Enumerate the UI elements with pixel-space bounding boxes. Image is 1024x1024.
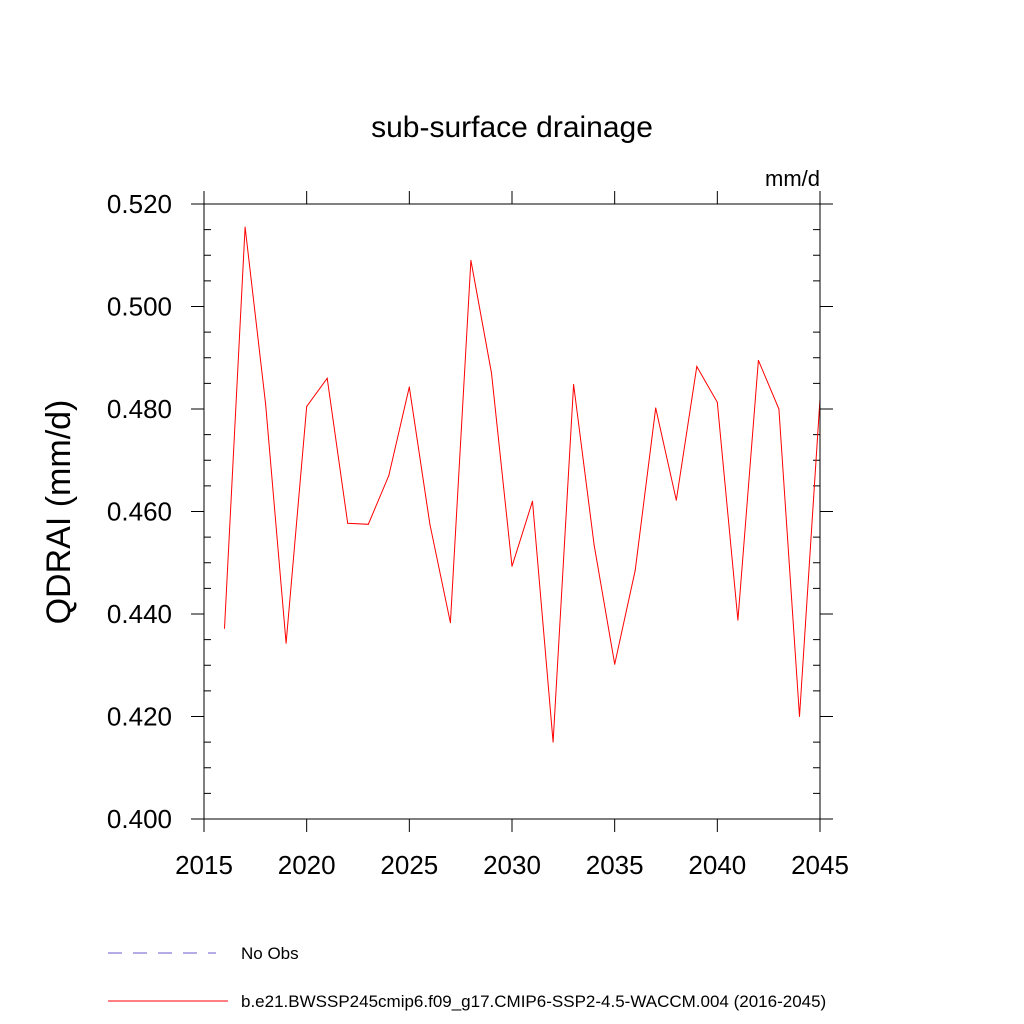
data-point [367,523,369,525]
x-tick-label: 2015 [175,850,233,880]
chart-title: sub-surface drainage [371,111,653,144]
x-tick-label: 2025 [380,850,438,880]
data-point [634,569,636,571]
data-point [388,475,390,477]
x-tick-label: 2045 [791,850,849,880]
data-point [429,523,431,525]
data-point [408,386,410,388]
y-tick-label: 0.500 [107,292,172,322]
data-point [449,622,451,624]
plot-frame [203,203,821,820]
data-point [511,565,513,567]
data-point [737,619,739,621]
y-axis-ticks: 0.400 0.420 0.440 0.460 0.480 0.500 0.520 [107,189,833,834]
x-tick-label: 2040 [688,850,746,880]
legend-label: No Obs [241,944,299,963]
y-tick-label: 0.460 [107,497,172,527]
data-point [573,383,575,385]
data-point [778,408,780,410]
y-tick-label: 0.420 [107,702,172,732]
data-point [285,642,287,644]
data-point [614,663,616,665]
y-tick-label: 0.440 [107,599,172,629]
data-point [532,500,534,502]
data-point [552,741,554,743]
x-tick-label: 2020 [278,850,336,880]
legend-label: b.e21.BWSSP245cmip6.f09_g17.CMIP6-SSP2-4… [241,992,826,1011]
data-point [470,259,472,261]
y-tick-label: 0.480 [107,394,172,424]
series-group [224,226,821,743]
data-point [655,407,657,409]
units-label: mm/d [765,166,820,191]
data-point [696,365,698,367]
data-point [490,372,492,374]
data-point [326,377,328,379]
x-tick-label: 2030 [483,850,541,880]
data-point [716,401,718,403]
data-point [265,403,267,405]
x-axis-ticks: 2015 2020 2025 2030 2035 2040 2045 [175,191,849,880]
x-tick-label: 2035 [586,850,644,880]
data-point [347,522,349,524]
data-point [306,405,308,407]
data-point [224,627,226,629]
y-tick-label: 0.400 [107,804,172,834]
data-point [757,359,759,361]
y-tick-label: 0.520 [107,189,172,219]
data-point [798,716,800,717]
data-point [244,226,246,228]
data-point [675,499,677,501]
y-axis-label: QDRAI (mm/d) [40,400,78,625]
legend: No Obs b.e21.BWSSP245cmip6.f09_g17.CMIP6-… [108,944,826,1011]
series-line [224,227,821,743]
data-point [593,544,595,546]
